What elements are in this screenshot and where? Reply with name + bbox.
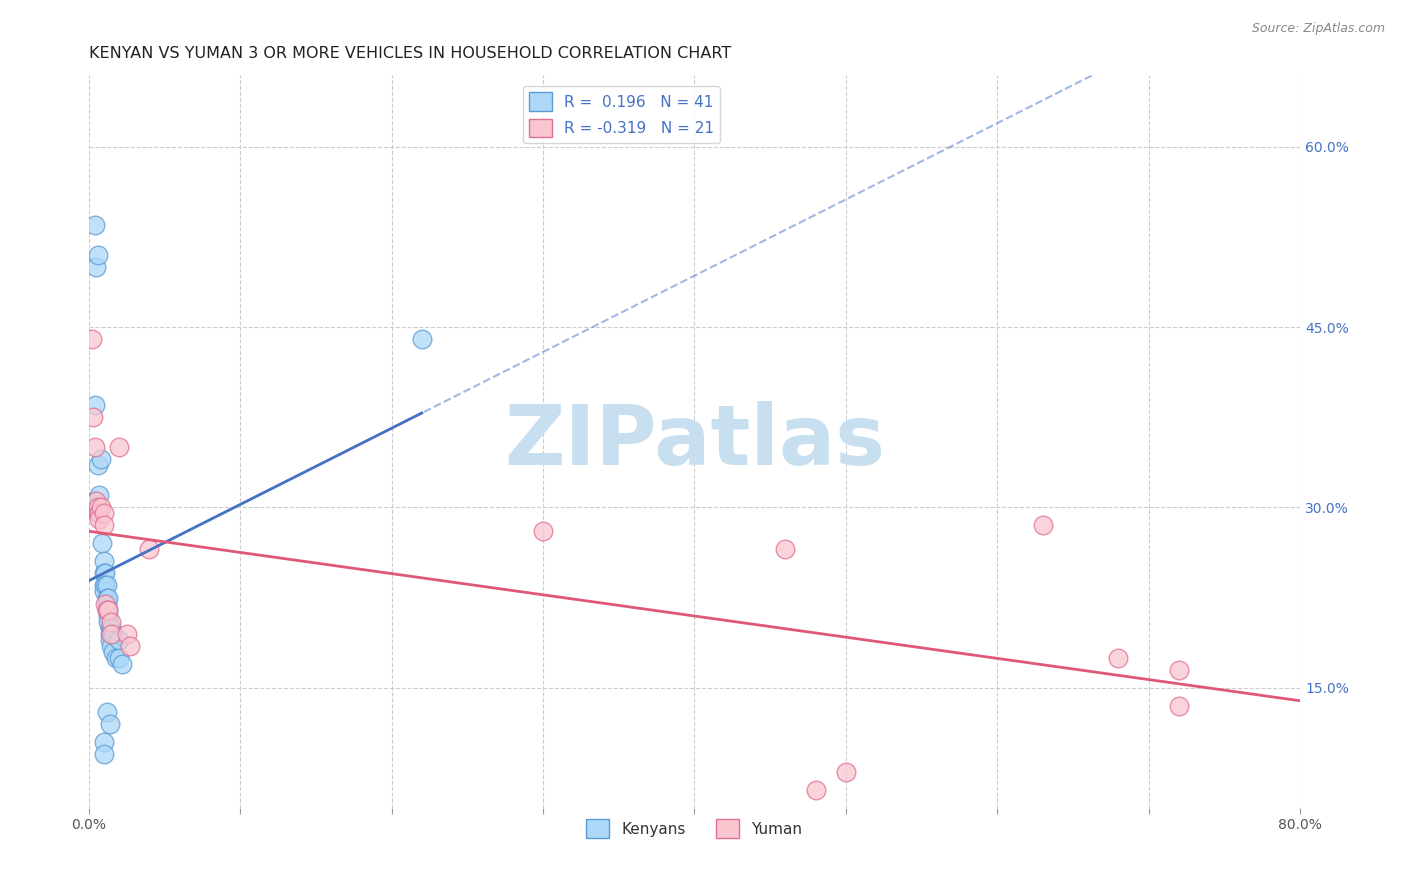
Point: [90, 452, 112, 467]
Point: [108, 650, 131, 665]
Point: [84, 500, 107, 515]
Point: [93, 554, 115, 568]
Point: [84, 494, 107, 508]
Point: [83, 440, 105, 454]
Point: [93, 747, 115, 761]
Point: [83, 218, 105, 232]
Point: [83, 398, 105, 412]
Point: [804, 782, 827, 797]
Point: [138, 542, 160, 557]
Point: [118, 639, 141, 653]
Point: [97, 615, 120, 629]
Legend: Kenyans, Yuman: Kenyans, Yuman: [581, 814, 808, 844]
Point: [98, 626, 121, 640]
Point: [83, 494, 105, 508]
Point: [90, 500, 112, 515]
Point: [93, 734, 115, 748]
Point: [94, 597, 117, 611]
Point: [100, 626, 122, 640]
Point: [93, 566, 115, 581]
Point: [531, 524, 554, 539]
Point: [94, 566, 117, 581]
Point: [775, 542, 797, 557]
Point: [89, 512, 111, 526]
Point: [111, 657, 134, 671]
Point: [105, 650, 128, 665]
Point: [97, 591, 120, 605]
Point: [87, 507, 110, 521]
Point: [87, 500, 110, 515]
Point: [89, 488, 111, 502]
Point: [1107, 650, 1129, 665]
Point: [1032, 518, 1054, 533]
Point: [96, 602, 118, 616]
Point: [1168, 663, 1191, 677]
Point: [93, 578, 115, 592]
Point: [93, 584, 115, 599]
Point: [96, 597, 118, 611]
Point: [97, 602, 120, 616]
Point: [93, 518, 115, 533]
Point: [115, 626, 138, 640]
Point: [108, 440, 131, 454]
Point: [835, 764, 858, 779]
Point: [98, 632, 121, 647]
Point: [100, 639, 122, 653]
Point: [96, 705, 118, 719]
Point: [94, 578, 117, 592]
Text: Source: ZipAtlas.com: Source: ZipAtlas.com: [1251, 22, 1385, 36]
Point: [80, 332, 103, 346]
Point: [100, 621, 122, 635]
Point: [101, 644, 124, 658]
Point: [89, 507, 111, 521]
Point: [96, 591, 118, 605]
Point: [1168, 698, 1191, 713]
Point: [98, 621, 121, 635]
Point: [97, 608, 120, 623]
Point: [411, 332, 433, 346]
Point: [98, 716, 121, 731]
Point: [91, 536, 114, 550]
Point: [96, 602, 118, 616]
Text: ZIPatlas: ZIPatlas: [503, 401, 884, 482]
Point: [100, 615, 122, 629]
Point: [108, 632, 131, 647]
Point: [93, 507, 115, 521]
Point: [101, 626, 124, 640]
Point: [87, 458, 110, 473]
Point: [96, 578, 118, 592]
Point: [84, 260, 107, 274]
Point: [82, 410, 104, 425]
Text: KENYAN VS YUMAN 3 OR MORE VEHICLES IN HOUSEHOLD CORRELATION CHART: KENYAN VS YUMAN 3 OR MORE VEHICLES IN HO…: [89, 46, 731, 62]
Point: [97, 602, 120, 616]
Point: [87, 248, 110, 262]
